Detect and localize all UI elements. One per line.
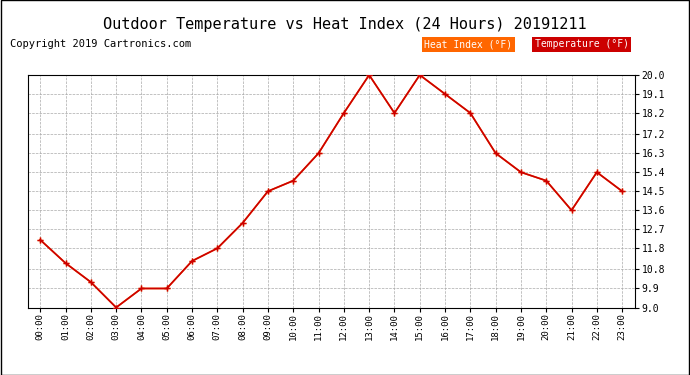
Text: Temperature (°F): Temperature (°F) bbox=[535, 39, 629, 50]
Text: Copyright 2019 Cartronics.com: Copyright 2019 Cartronics.com bbox=[10, 39, 192, 50]
Text: Outdoor Temperature vs Heat Index (24 Hours) 20191211: Outdoor Temperature vs Heat Index (24 Ho… bbox=[104, 17, 586, 32]
Text: Heat Index (°F): Heat Index (°F) bbox=[424, 39, 513, 50]
